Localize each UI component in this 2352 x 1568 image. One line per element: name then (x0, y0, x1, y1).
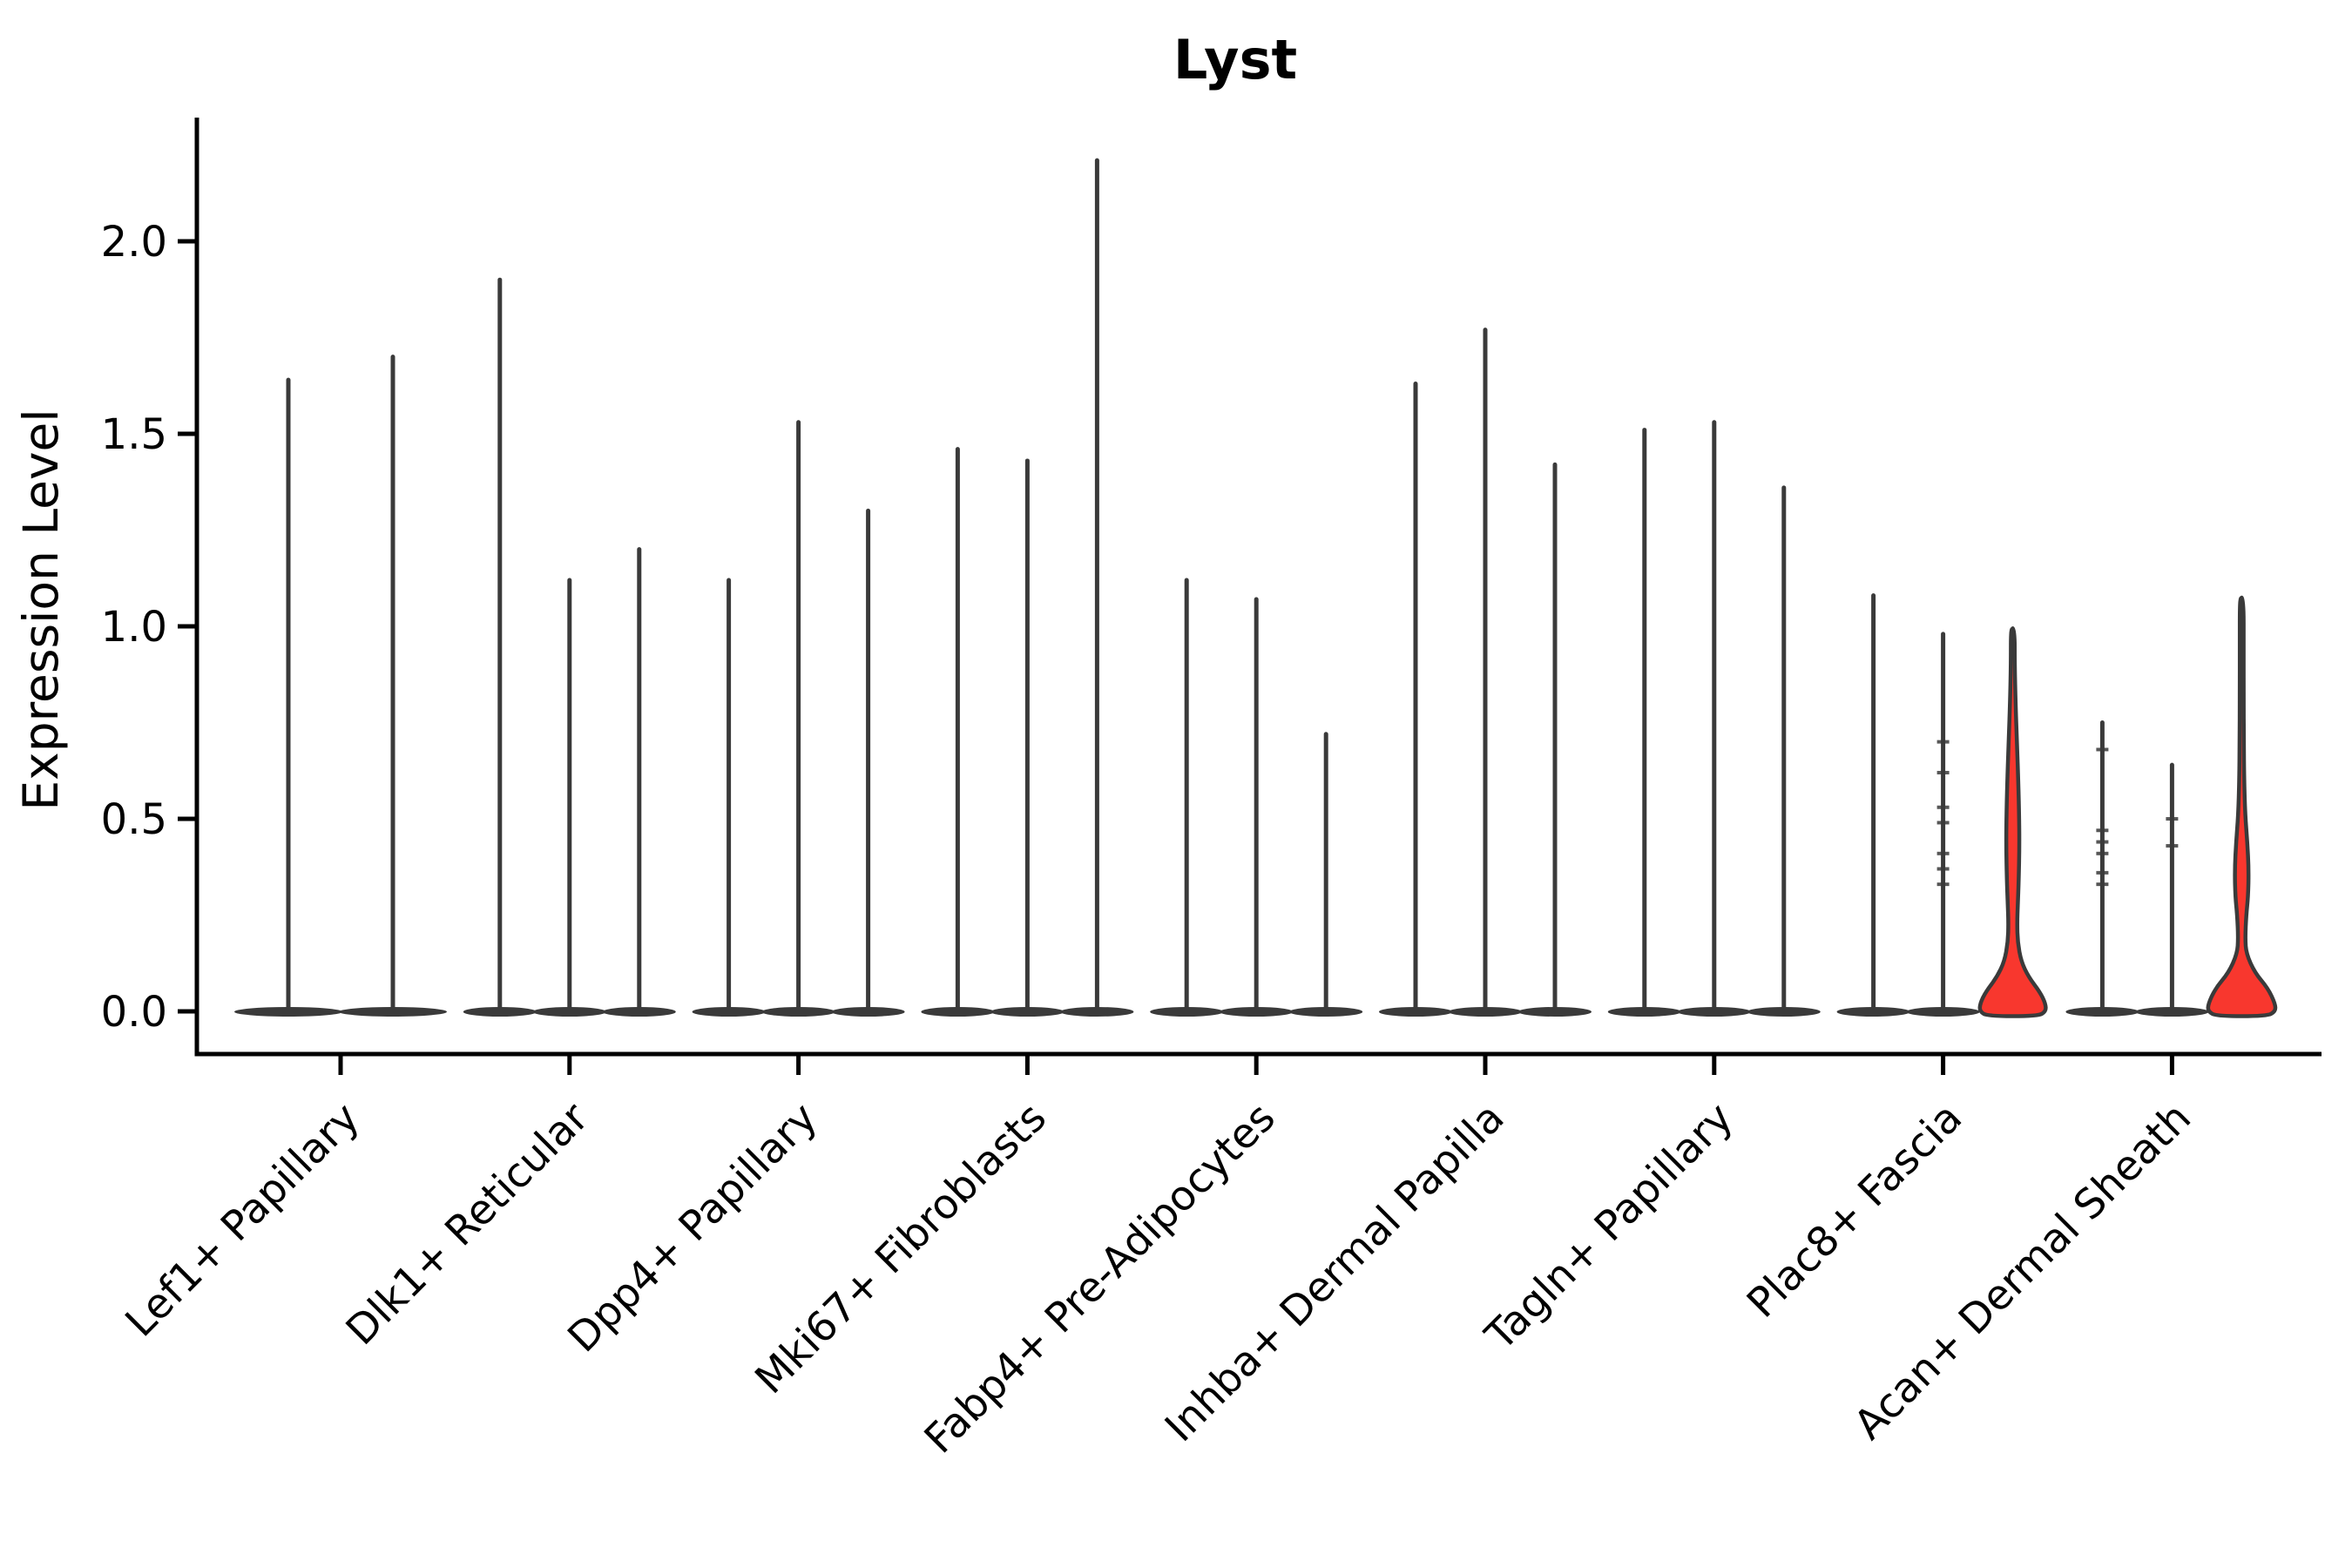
y-tick-label: 1.0 (101, 603, 167, 652)
y-axis-label: Expression Level (13, 409, 69, 810)
x-tick-label: Plac8+ Fascia (1738, 1094, 1971, 1328)
y-tick-label: 1.5 (101, 410, 167, 459)
violin-filled (1977, 626, 2048, 1018)
x-tick-label: Dpp4+ Papillary (558, 1094, 827, 1362)
x-tick-label: Dlk1+ Reticular (337, 1093, 598, 1355)
x-tick-label: Lef1+ Papillary (117, 1094, 369, 1347)
y-tick-label: 0.0 (101, 988, 167, 1037)
y-tick-label: 2.0 (101, 218, 167, 267)
x-tick-label: Tagln+ Papillary (1476, 1094, 1742, 1361)
y-tick-label: 0.5 (101, 795, 167, 844)
violin-filled (2206, 595, 2278, 1018)
chart-title: Lyst (1173, 28, 1297, 91)
